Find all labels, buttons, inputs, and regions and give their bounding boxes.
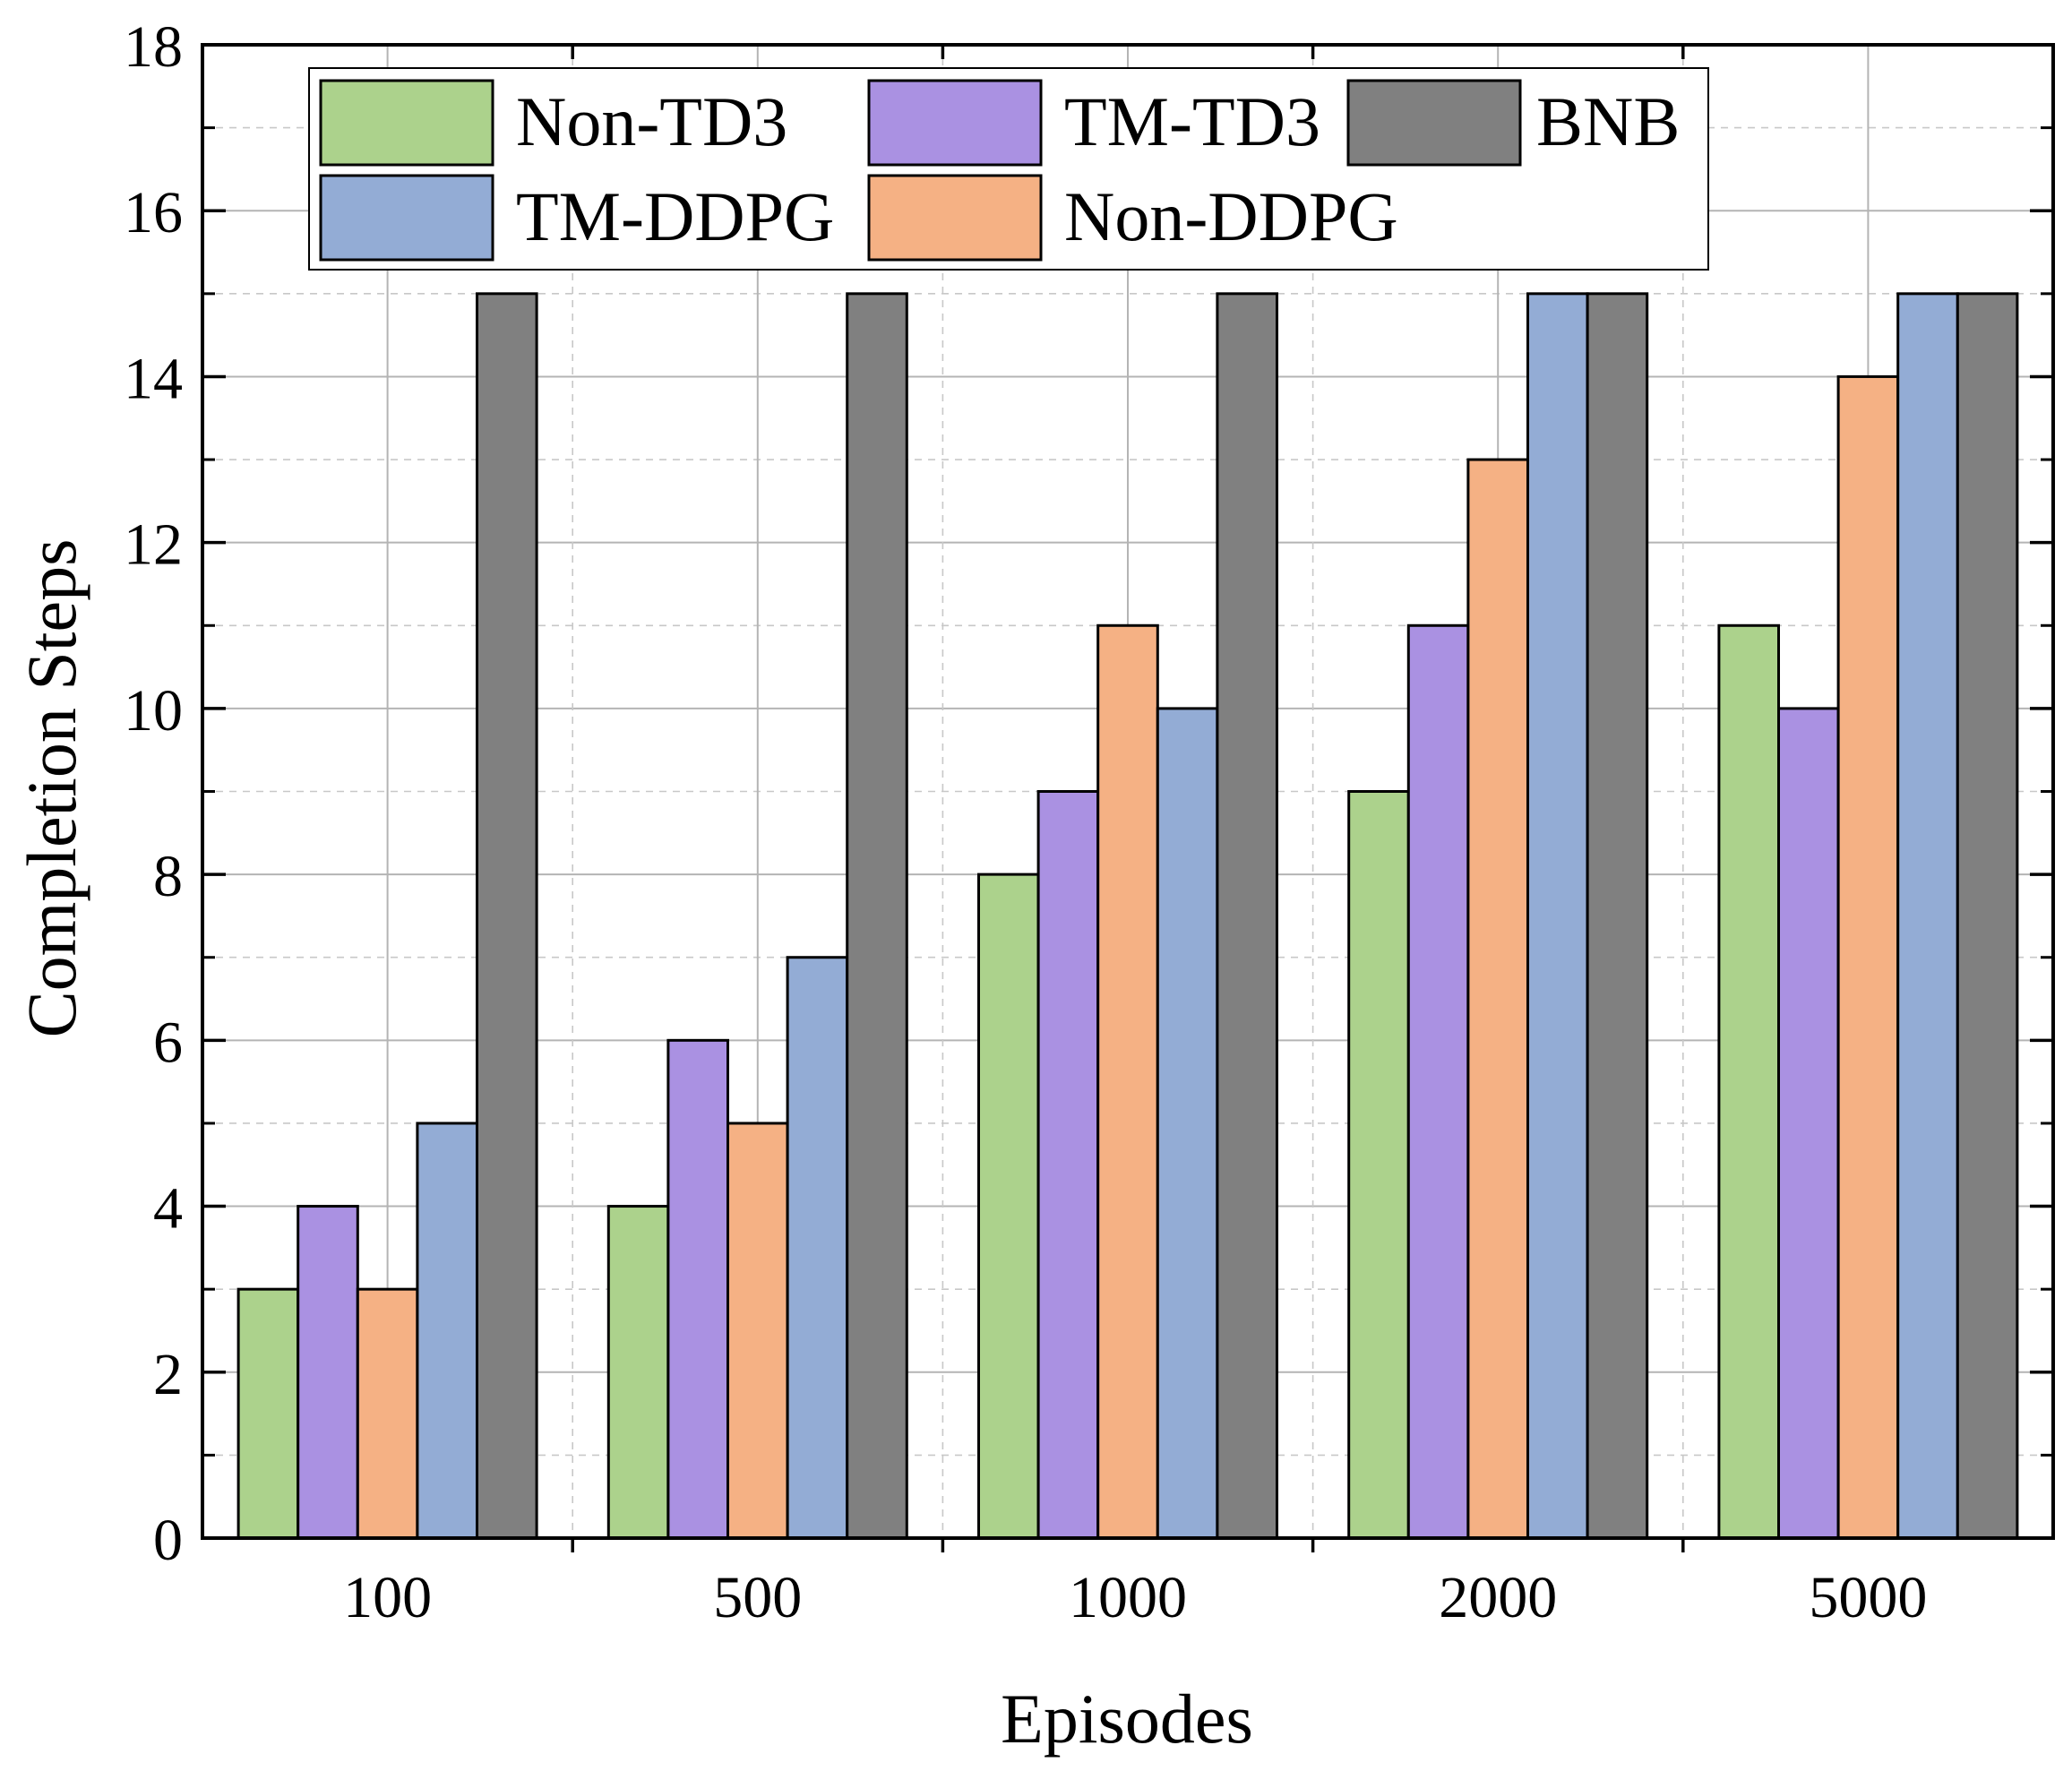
y-tick-label: 14 [124,346,183,411]
bar [1466,458,1530,1540]
bar [1216,292,1279,1540]
y-tick-label: 4 [153,1176,183,1242]
x-tick-label: 1000 [1069,1565,1187,1630]
bar [1836,374,1900,1540]
bar [236,1287,300,1540]
legend-label: BNB [1536,82,1680,160]
bar [1896,292,1959,1540]
bar [666,1038,730,1540]
bar [1156,707,1219,1540]
bar [1036,790,1100,1540]
bar [416,1122,478,1540]
y-axis-label: Completion Steps [13,539,90,1038]
x-tick-label: 500 [713,1565,802,1630]
y-tick-label: 2 [153,1342,183,1407]
y-tick-label: 12 [124,512,183,578]
y-tick-label: 18 [124,14,183,80]
legend-swatch [867,79,1043,167]
legend-label: Non-TD3 [516,82,787,160]
x-tick-labels: 100 500 1000 2000 5000 [343,1565,1927,1630]
bar [1406,623,1470,1540]
y-tick-labels: 0 2 4 6 8 10 12 14 16 18 [124,14,183,1573]
bar [476,292,538,1540]
legend-swatch [319,79,494,167]
bar [977,873,1040,1540]
bar [1526,292,1589,1540]
bar [356,1287,419,1540]
bar [726,1122,789,1540]
x-axis-label: Episodes [1001,1680,1253,1758]
bar [1717,623,1781,1540]
bar [1586,292,1649,1540]
y-tick-label: 16 [124,180,183,245]
bars [236,292,2019,1540]
bar [1956,292,2019,1540]
x-tick-label: 100 [343,1565,432,1630]
legend: Non-TD3 TM-TD3 BNB TM-DDPG Non-DDPG [308,67,1709,271]
legend-label: TM-DDPG [516,177,834,255]
legend-swatch [1346,79,1522,167]
legend-swatch [319,174,494,262]
y-tick-label: 8 [153,844,183,909]
x-tick-label: 5000 [1809,1565,1927,1630]
bar [1777,707,1840,1540]
bar [786,956,849,1540]
bar [1347,790,1410,1540]
bar [846,292,908,1540]
y-tick-label: 10 [124,678,183,744]
legend-swatch [867,174,1043,262]
y-tick-label: 6 [153,1010,183,1075]
legend-label: TM-TD3 [1064,82,1320,160]
bar [1096,623,1159,1540]
bar [606,1205,670,1540]
axis-ticks [202,43,2053,1552]
y-tick-label: 0 [153,1508,183,1573]
x-tick-label: 2000 [1439,1565,1557,1630]
bar [297,1205,359,1540]
legend-label: Non-DDPG [1064,177,1398,255]
